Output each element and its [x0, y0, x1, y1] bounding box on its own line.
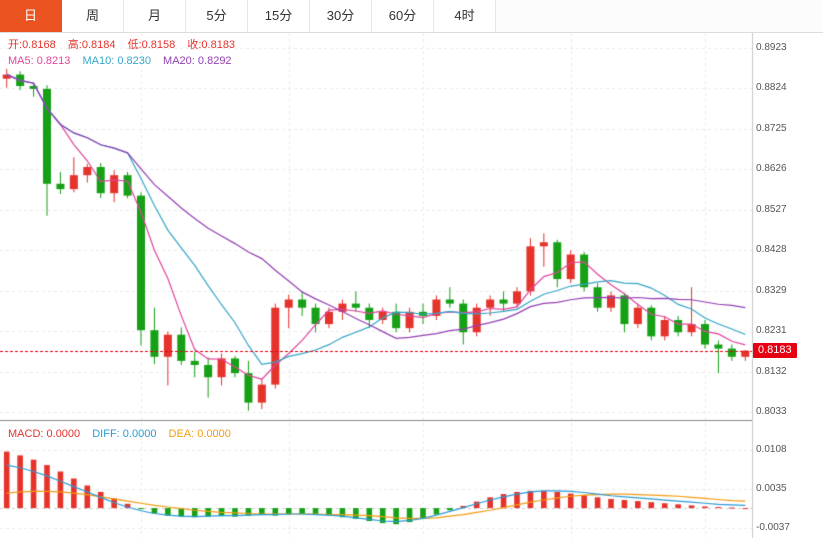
main-chart-legend: 开:0.8168 高:0.8184 低:0.8158 收:0.8183 MA5:… [8, 37, 244, 69]
tab-5min[interactable]: 5分 [186, 0, 248, 32]
ma20-value: 0.8292 [197, 55, 232, 67]
tab-60min[interactable]: 60分 [372, 0, 434, 32]
low-label: 低: [127, 39, 142, 51]
ma20-pair: MA20: 0.8292 [163, 55, 232, 67]
price-axis-label: 0.8033 [756, 406, 787, 417]
right-axis: 0.8923 0.8824 0.8725 0.8626 0.8527 0.8428 0.83… [756, 0, 823, 538]
diff-value: 0.0000 [122, 428, 157, 440]
high-value: 0.8184 [81, 39, 116, 51]
ma5-value: 0.8213 [36, 55, 71, 67]
tab-week[interactable]: 周 [62, 0, 124, 32]
ma5-label: MA5: [8, 55, 34, 67]
tab-15min[interactable]: 15分 [248, 0, 310, 32]
ohlc-legend: 开:0.8168 高:0.8184 低:0.8158 收:0.8183 [8, 37, 244, 53]
ma10-value: 0.8230 [117, 55, 151, 67]
macd-axis-label: 0.0108 [756, 444, 787, 455]
open-label: 开: [8, 39, 23, 51]
open-pair: 开:0.8168 [8, 39, 56, 51]
dea-label: DEA: [168, 428, 195, 440]
price-axis-label: 0.8725 [756, 122, 787, 134]
open-value: 0.8168 [22, 39, 56, 51]
macd-legend: MACD: 0.0000 DIFF: 0.0000 DEA: 0.0000 [8, 427, 240, 441]
price-axis-label: 0.8428 [756, 244, 787, 256]
ma10-label: MA10: [82, 55, 115, 67]
high-label: 高: [67, 39, 82, 51]
price-axis-label: 0.8231 [756, 325, 787, 337]
high-pair: 高:0.8184 [68, 39, 116, 51]
price-axis-label: 0.8824 [756, 82, 787, 94]
close-pair: 收:0.8183 [187, 39, 235, 51]
close-label: 收: [187, 39, 202, 51]
macd-axis-label: 0.0035 [756, 483, 787, 495]
price-axis-label: 0.8329 [756, 284, 787, 296]
dea-value: 0.0000 [197, 428, 231, 440]
diff-pair: DIFF: 0.0000 [92, 428, 156, 440]
ma10-pair: MA10: 0.8230 [82, 55, 151, 67]
low-value: 0.8158 [141, 39, 176, 51]
tab-month[interactable]: 月 [124, 0, 186, 32]
tab-4hour[interactable]: 4时 [434, 0, 496, 32]
macd-axis-label: -0.0037 [756, 522, 790, 533]
current-price-badge: 0.8183 [753, 342, 797, 358]
tab-30min[interactable]: 30分 [310, 0, 372, 32]
diff-label: DIFF: [92, 428, 120, 440]
price-axis-label: 0.8527 [756, 203, 787, 215]
macd-value: 0.0000 [46, 428, 81, 440]
close-value: 0.8183 [201, 39, 236, 51]
ma-legend: MA5: 0.8213 MA10: 0.8230 MA20: 0.8292 [8, 53, 244, 69]
dea-pair: DEA: 0.0000 [169, 428, 231, 440]
tab-day[interactable]: 日 [0, 0, 62, 32]
ma20-label: MA20: [163, 55, 195, 67]
price-axis-label: 0.8626 [756, 163, 787, 175]
ma5-pair: MA5: 0.8213 [8, 55, 70, 67]
low-pair: 低:0.8158 [128, 39, 176, 51]
price-axis-label: 0.8923 [756, 42, 787, 53]
timeframe-toolbar: 日 周 月 5分 15分 30分 60分 4时 [0, 0, 823, 33]
macd-label: MACD: [8, 428, 44, 440]
macd-pair: MACD: 0.0000 [8, 428, 80, 440]
price-axis-label: 0.8132 [756, 365, 787, 377]
